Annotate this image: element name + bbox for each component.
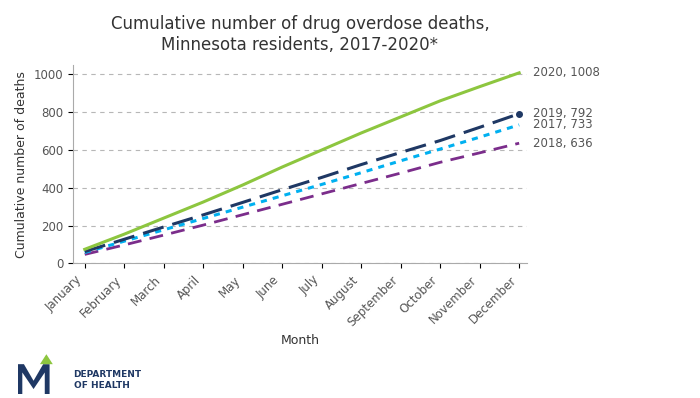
Polygon shape [18,364,50,394]
Title: Cumulative number of drug overdose deaths,
Minnesota residents, 2017-2020*: Cumulative number of drug overdose death… [111,15,489,54]
Polygon shape [40,354,52,364]
Text: DEPARTMENT
OF HEALTH: DEPARTMENT OF HEALTH [74,371,141,390]
Y-axis label: Cumulative number of deaths: Cumulative number of deaths [15,71,28,258]
Text: 2017, 733: 2017, 733 [533,118,593,131]
X-axis label: Month: Month [281,334,319,347]
Text: 2019, 792: 2019, 792 [533,107,593,120]
Text: 2020, 1008: 2020, 1008 [533,66,600,79]
Text: 2018, 636: 2018, 636 [533,137,593,150]
